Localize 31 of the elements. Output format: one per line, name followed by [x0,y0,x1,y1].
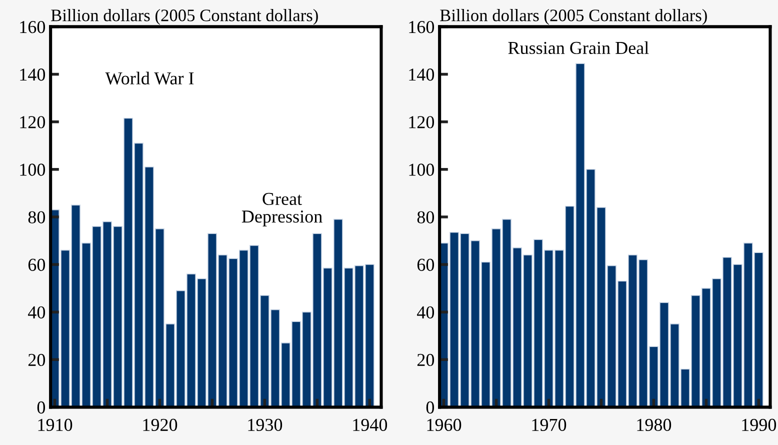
y-tick-label: 40 [417,306,434,318]
x-tick-label: 1930 [248,418,282,431]
y-tick-label: 120 [20,116,46,128]
y-tick-label: 160 [409,20,434,34]
annotation: Great Depression [242,192,322,226]
y-tick-label: 120 [409,116,434,128]
y-axis-title: Billion dollars (2005 Constant dollars) [51,9,318,25]
y-tick-label: 140 [409,68,434,81]
y-tick-label: 20 [28,354,46,366]
y-tick-label: 80 [417,211,434,224]
y-tick-label: 100 [409,164,434,176]
y-tick-label: 140 [20,68,46,81]
x-tick-label: 1910 [38,418,72,431]
x-tick-label: 1960 [427,418,462,431]
x-tick-label: 1990 [742,418,776,431]
x-tick-label: 1980 [637,418,672,431]
annotation: Russian Grain Deal [508,41,649,54]
y-tick-label: 60 [28,258,46,271]
y-tick-label: 60 [417,258,434,271]
y-tick-label: 0 [37,401,46,414]
x-tick-label: 1970 [532,418,566,431]
x-tick-label: 1940 [353,418,388,431]
y-tick-label: 40 [28,306,46,318]
y-tick-label: 100 [20,164,46,176]
y-tick-label: 20 [417,354,434,366]
y-tick-label: 160 [20,20,46,34]
y-axis-title: Billion dollars (2005 Constant dollars) [440,9,707,25]
annotation: World War I [105,72,194,85]
y-tick-label: 0 [426,401,434,414]
y-tick-label: 80 [28,211,46,224]
x-tick-label: 1920 [143,418,178,431]
